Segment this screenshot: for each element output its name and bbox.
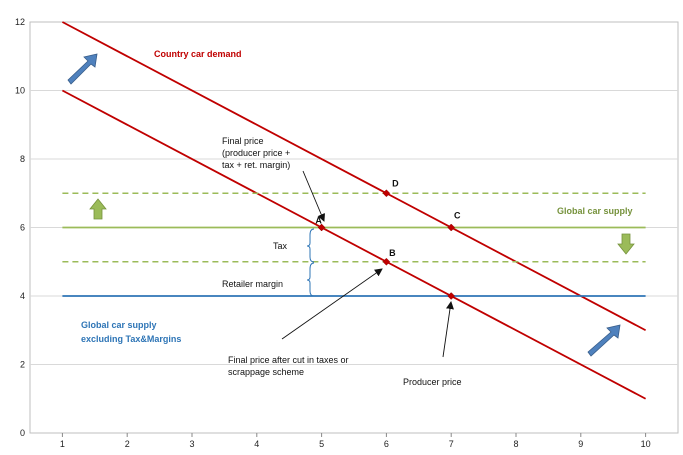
point-label-d: D [392,178,399,188]
x-tick-label: 7 [449,439,454,449]
y-tick-label: 8 [20,154,25,164]
x-tick-label: 8 [513,439,518,449]
y-tick-label: 10 [15,86,25,96]
global-supply-label: Global car supply [557,206,633,216]
y-tick-label: 4 [20,291,25,301]
final-price-label-line2: (producer price + [222,148,290,158]
point-marker-c [447,223,456,232]
callout-arrows [281,170,454,358]
point-marker-a [317,223,326,232]
x-tick-label: 9 [578,439,583,449]
x-tick-label: 10 [641,439,651,449]
shift-arrows [67,53,635,357]
global-supply-ex-label-line1: Global car supply [81,320,157,330]
retailer-margin-bracket [306,262,315,297]
y-tick-label: 2 [20,360,25,370]
final-price-label-line1: Final price [222,136,264,146]
y-tick-label: 6 [20,223,25,233]
x-tick-label: 1 [60,439,65,449]
retailer-margin-label: Retailer margin [222,279,283,289]
x-tick-label: 4 [254,439,259,449]
final-price-callout-arrow [302,170,325,222]
point-marker-d [382,189,391,198]
final-after-cut-label-line2: scrappage scheme [228,367,304,377]
x-tick-label: 6 [384,439,389,449]
point-label-b: B [389,248,396,258]
point-label-a: A [315,216,322,226]
point-marker [447,292,456,300]
series-line-demand-high [61,21,647,332]
series-line-demand-low [61,89,647,400]
tax-bracket [306,228,315,263]
y-tick-label: 12 [15,17,25,27]
supply-down-arrow-icon [617,233,635,255]
series-lines [61,21,647,400]
x-tick-label: 2 [125,439,130,449]
final-price-label-line3: tax + ret. margin) [222,160,290,170]
point-label-c: C [454,211,461,221]
supply-up-arrow-icon [89,198,107,220]
global-supply-ex-label-line2: excluding Tax&Margins [81,334,181,344]
point-marker-b [382,257,391,266]
data-points: A B C D [315,178,461,300]
country-demand-label: Country car demand [154,49,242,59]
final-price-after-cut-callout-arrow [281,268,383,340]
final-after-cut-label-line1: Final price after cut in taxes or [228,355,349,365]
producer-price-callout-arrow [442,301,454,358]
demand-shift-up-arrow-right-icon [587,324,621,357]
demand-shift-up-arrow-icon [67,53,98,85]
x-tick-label: 5 [319,439,324,449]
x-tick-label: 3 [189,439,194,449]
y-tick-label: 0 [20,428,25,438]
tax-label: Tax [273,241,288,251]
brackets [306,228,315,297]
producer-price-label: Producer price [403,377,462,387]
